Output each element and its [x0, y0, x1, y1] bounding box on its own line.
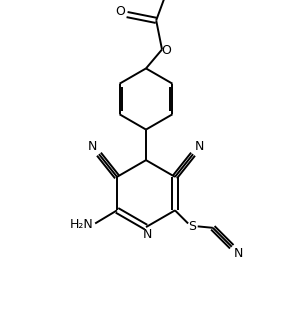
Text: H₂N: H₂N [69, 218, 93, 231]
Text: S: S [188, 220, 197, 233]
Text: N: N [88, 139, 97, 153]
Text: N: N [234, 247, 243, 260]
Text: O: O [116, 5, 126, 18]
Text: N: N [195, 139, 204, 153]
Text: N: N [143, 228, 152, 241]
Text: O: O [162, 44, 172, 58]
